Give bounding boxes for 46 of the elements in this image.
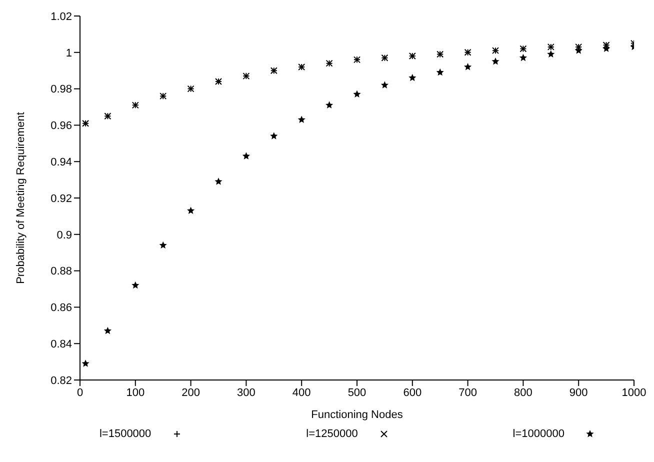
point <box>104 326 112 334</box>
point <box>270 132 278 140</box>
x-tick-label: 300 <box>237 386 256 399</box>
x-tick-label: 500 <box>348 386 366 399</box>
y-tick-label: 0.94 <box>50 156 72 169</box>
point <box>186 206 195 214</box>
x-tick-label: 100 <box>126 386 145 399</box>
x-tick-label: 900 <box>569 386 588 399</box>
point <box>464 62 472 70</box>
x-tick-label: 800 <box>514 386 532 399</box>
point <box>380 81 389 88</box>
point <box>436 68 444 76</box>
point <box>159 241 167 249</box>
x-tick-label: 200 <box>182 386 200 399</box>
y-tick-label: 0.96 <box>50 120 72 132</box>
point <box>82 360 90 367</box>
x-tick-label: 1000 <box>622 386 646 399</box>
legend-label: l=1500000 <box>99 428 152 440</box>
point <box>353 90 361 98</box>
y-tick-label: 0.84 <box>50 338 72 351</box>
point <box>132 281 140 289</box>
point <box>492 58 500 65</box>
y-tick-label: 1 <box>66 47 72 60</box>
point <box>574 46 582 54</box>
x-tick-label: 0 <box>76 386 84 399</box>
point <box>408 74 416 82</box>
x-axis-title: Functioning Nodes <box>311 409 404 421</box>
point <box>214 178 222 185</box>
point <box>242 152 250 160</box>
y-tick-label: 0.98 <box>50 84 72 96</box>
y-tick-label: 0.88 <box>50 266 72 278</box>
x-tick-label: 600 <box>403 386 422 399</box>
point <box>298 116 306 123</box>
y-tick-label: 1.02 <box>50 10 72 23</box>
x-tick-label: 400 <box>292 386 311 399</box>
y-tick-label: 0.92 <box>50 192 72 205</box>
y-tick-label: 0.9 <box>56 229 72 242</box>
y-tick-label: 0.82 <box>50 374 72 387</box>
legend-label: l=1000000 <box>512 428 564 440</box>
legend-label: l=1250000 <box>306 428 358 440</box>
point <box>519 54 528 62</box>
point <box>547 50 555 58</box>
x-tick-label: 700 <box>458 386 477 399</box>
point <box>325 101 334 108</box>
y-tick-label: 0.86 <box>50 302 72 314</box>
y-axis-title: Probability of Meeting Requirement <box>14 112 27 284</box>
